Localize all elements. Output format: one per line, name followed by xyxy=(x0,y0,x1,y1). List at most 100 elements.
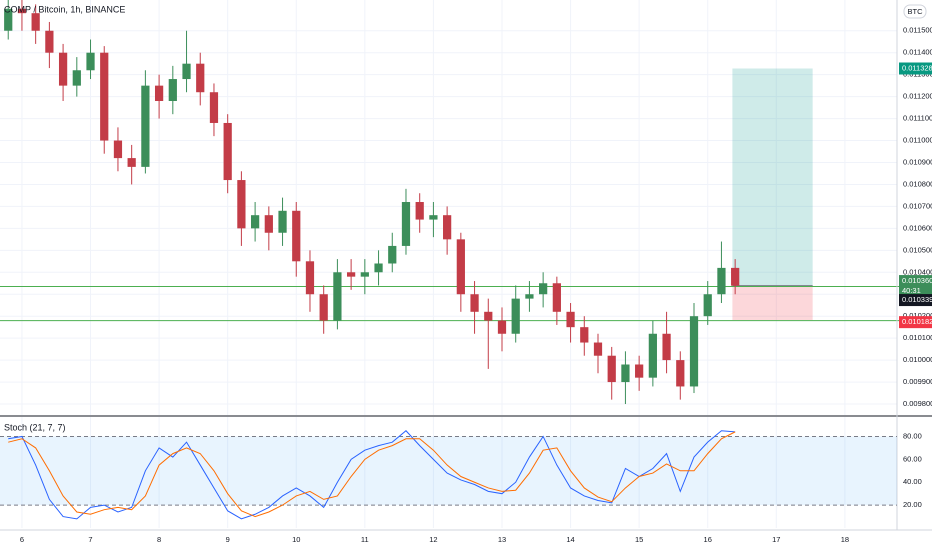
candle-body xyxy=(319,294,328,321)
candle-body xyxy=(443,215,452,240)
price-label-box xyxy=(899,294,932,307)
oscillator-tick-label: 60.00 xyxy=(903,454,922,463)
chart-title: COMP / Bitcoin, 1h, BINANCE xyxy=(4,4,125,14)
candle-body xyxy=(305,261,315,295)
x-tick-label: 7 xyxy=(88,535,92,544)
price-label: 0.010182 xyxy=(902,317,932,326)
oscillator-line xyxy=(8,431,736,518)
y-tick-label: 0.010700 xyxy=(903,201,932,210)
y-tick-label: 0.009800 xyxy=(903,399,932,408)
candle-body xyxy=(415,202,424,220)
candle-body xyxy=(429,215,438,220)
x-tick-label: 15 xyxy=(635,535,643,544)
candle-body xyxy=(703,294,712,317)
x-tick-label: 6 xyxy=(20,535,24,544)
oscillator-tick-label: 80.00 xyxy=(903,431,922,440)
x-tick-label: 14 xyxy=(566,535,574,544)
x-tick-label: 12 xyxy=(429,535,437,544)
price-label: 0.011328 xyxy=(902,63,932,72)
candle-body xyxy=(278,210,287,233)
candle-body xyxy=(113,140,123,159)
candle-body xyxy=(388,245,397,264)
countdown: 40:31 xyxy=(902,286,921,295)
candle-body xyxy=(525,294,534,299)
target-zone xyxy=(732,68,813,286)
x-tick-label: 11 xyxy=(361,535,369,544)
y-tick-label: 0.010200 xyxy=(903,311,932,320)
oscillator-line xyxy=(8,430,736,520)
candle-body xyxy=(689,316,699,387)
candle-body xyxy=(292,210,301,262)
candle-body xyxy=(168,79,177,102)
candle-body xyxy=(45,30,54,53)
y-tick-label: 0.010800 xyxy=(903,179,932,188)
x-tick-label: 17 xyxy=(772,535,780,544)
candle-body xyxy=(621,364,630,383)
price-label-box xyxy=(899,62,932,75)
candle-body xyxy=(401,202,411,246)
oscillator-title: Stoch (21, 7, 7) xyxy=(4,422,66,432)
candle-body xyxy=(662,333,671,361)
candle-body xyxy=(154,85,164,102)
y-tick-label: 0.010100 xyxy=(903,333,932,342)
y-tick-label: 0.010400 xyxy=(903,267,932,276)
y-tick-label: 0.011500 xyxy=(903,26,932,35)
candle-body xyxy=(717,267,726,295)
candle-body xyxy=(86,52,95,71)
x-tick-label: 10 xyxy=(292,535,300,544)
x-tick-label: 9 xyxy=(226,535,230,544)
candle-body xyxy=(264,215,273,233)
y-tick-label: 0.009900 xyxy=(903,377,932,386)
stop-zone xyxy=(732,285,813,321)
oscillator-band xyxy=(0,436,897,506)
candle-body xyxy=(731,267,740,286)
candle-body xyxy=(333,272,342,321)
candle-body xyxy=(593,342,603,356)
candle-body xyxy=(635,364,644,378)
oscillator-tick-label: 40.00 xyxy=(903,477,922,486)
candle-body xyxy=(223,122,232,181)
y-tick-label: 0.011100 xyxy=(903,114,932,123)
candle-body xyxy=(72,70,81,86)
candle-body xyxy=(374,263,383,273)
y-tick-label: 0.010000 xyxy=(903,355,932,364)
y-tick-label: 0.010900 xyxy=(903,157,932,166)
x-tick-label: 18 xyxy=(841,535,849,544)
candle-body xyxy=(237,180,246,229)
candle-body xyxy=(347,272,356,277)
currency-badge[interactable] xyxy=(903,4,927,19)
y-tick-label: 0.010500 xyxy=(903,245,932,254)
x-tick-label: 13 xyxy=(498,535,506,544)
candle-body xyxy=(456,239,465,295)
currency[interactable]: BTC xyxy=(908,7,924,16)
y-tick-label: 0.011000 xyxy=(903,136,932,145)
candle-body xyxy=(31,13,40,31)
candle-body xyxy=(539,283,548,295)
candle-body xyxy=(196,63,205,93)
candle-body xyxy=(17,8,27,14)
candle-body xyxy=(4,8,13,31)
candle-body xyxy=(607,355,616,383)
oscillator-tick-label: 20.00 xyxy=(903,500,922,509)
x-tick-label: 16 xyxy=(704,535,712,544)
candle-body xyxy=(360,272,369,277)
candle-body xyxy=(209,92,219,123)
last-price-label: 0.010360 xyxy=(902,276,932,285)
last-price-box xyxy=(899,275,932,298)
candle-body xyxy=(497,320,507,334)
candle-body xyxy=(580,327,589,343)
candle-body xyxy=(100,52,109,141)
candle-body xyxy=(182,63,191,80)
candle-body xyxy=(566,311,575,328)
candle-body xyxy=(141,85,150,167)
y-tick-label: 0.010600 xyxy=(903,223,932,232)
candle-body xyxy=(648,333,657,378)
candle-body xyxy=(676,360,685,387)
candle-body xyxy=(127,158,136,167)
x-tick-label: 8 xyxy=(157,535,161,544)
price-label-box xyxy=(899,316,932,329)
candle-body xyxy=(511,298,520,334)
candle-body xyxy=(484,311,493,321)
